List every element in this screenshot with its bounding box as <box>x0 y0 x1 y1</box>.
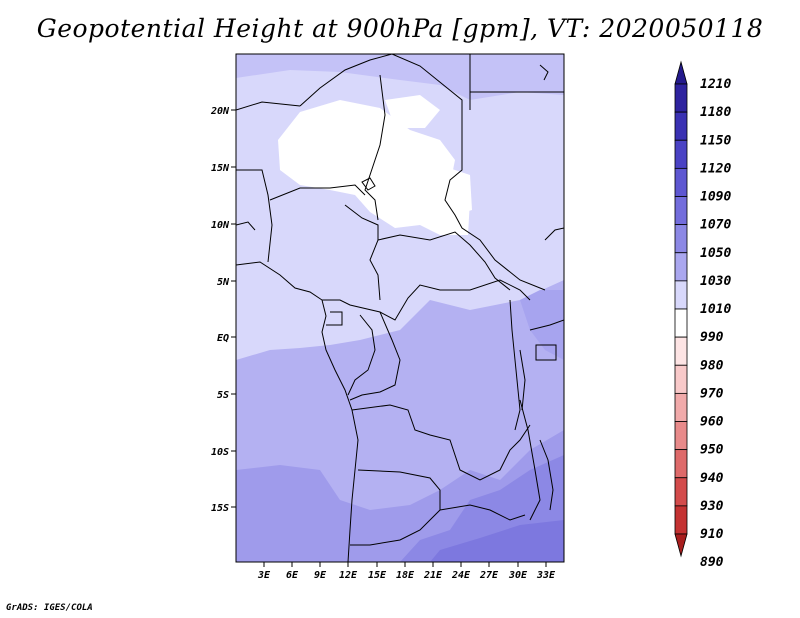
colorbar-cells <box>674 60 688 558</box>
colorbar-cell <box>674 336 688 366</box>
colorbar-label: 1050 <box>700 246 731 261</box>
lat-label: 5N <box>217 277 230 288</box>
west-coastline <box>236 261 359 562</box>
colorbar-label: 950 <box>700 443 724 458</box>
colorbar-label: 930 <box>700 499 724 514</box>
colorbar-cell <box>674 252 688 282</box>
colorbar-label: 1010 <box>700 302 731 317</box>
lake-chad <box>361 177 376 191</box>
field-below-1010-north <box>385 95 440 128</box>
border-gabon-congo <box>347 314 376 396</box>
colorbar-cell <box>674 83 688 113</box>
colorbar-cell <box>674 196 688 226</box>
border-car-south <box>377 231 511 291</box>
lake-malawi <box>539 439 554 511</box>
lat-label: 10N <box>211 220 230 231</box>
lon-label: 9E <box>314 570 327 581</box>
colorbar-cell <box>674 505 688 535</box>
colorbar-cell <box>674 364 688 394</box>
border-niger-chad <box>364 74 386 221</box>
border-zambia-zimbabwe <box>439 504 526 521</box>
lake-victoria <box>535 344 557 361</box>
border-nigeria-west <box>236 169 273 263</box>
lat-label: 10S <box>211 447 229 458</box>
border-tanzania-malawi <box>519 399 541 521</box>
colorbar-cell <box>674 139 688 169</box>
colorbar-label: 910 <box>700 527 724 542</box>
lat-label: 15N <box>211 163 230 174</box>
border-niger-south <box>269 184 366 201</box>
border-rc-drc <box>349 311 401 401</box>
colorbar-label: 990 <box>700 330 724 345</box>
coastlines-borders <box>236 54 564 562</box>
field-north-band <box>236 54 564 100</box>
colorbar-cell <box>674 533 688 558</box>
field-below-1010-sudan <box>440 165 472 215</box>
lon-label: 18E <box>396 570 415 581</box>
colorbar-label: 1210 <box>700 77 731 92</box>
lon-label: 24E <box>451 570 471 581</box>
lat-label: 20N <box>210 106 230 117</box>
colorbar-label: 980 <box>700 358 724 373</box>
latitude-axis: 20N 15N 10N 5N EQ 5S 10S 15S <box>210 106 236 514</box>
border-uganda-kenya <box>529 319 564 331</box>
colorbar-label: 890 <box>700 555 724 570</box>
colorbar-label: 1180 <box>700 105 731 120</box>
border-mali-niger <box>236 101 301 111</box>
colorbar-cell <box>674 308 688 338</box>
border-ethiopia <box>544 227 564 241</box>
field-east-highlands <box>520 290 564 360</box>
lon-label: 6E <box>286 570 299 581</box>
colorbar-cell <box>674 421 688 451</box>
map-frame <box>235 53 565 563</box>
border-east-lakes <box>509 299 521 431</box>
colorbar-label: 1070 <box>700 218 731 233</box>
colorbar-label: 1090 <box>700 190 731 205</box>
colorbar-cell <box>674 224 688 254</box>
longitude-axis: 3E 6E 9E 12E 15E 18E 21E 24E 27E 30E 33E <box>257 562 556 581</box>
colorbar-labels: 1210 1180 1150 1120 1090 1070 1050 1030 … <box>700 77 731 570</box>
field-1090-se <box>430 520 564 562</box>
field-below-1010-chad <box>278 100 470 235</box>
colorbar-label: 940 <box>700 471 724 486</box>
border-eq-guinea <box>326 311 343 326</box>
colorbar-label: 1030 <box>700 274 731 289</box>
colorbar-cell <box>674 111 688 141</box>
lat-label: 15S <box>211 503 229 514</box>
colorbar-cell <box>674 449 688 479</box>
lon-label: 33E <box>536 570 556 581</box>
lon-label: 27E <box>479 570 499 581</box>
lake-tanganyika <box>519 349 526 411</box>
coast-sinai <box>539 64 549 81</box>
grads-credit: GrADS: IGES/COLA <box>6 603 93 613</box>
height-field <box>236 54 564 562</box>
lon-label: 21E <box>423 570 443 581</box>
colorbar-label: 970 <box>700 386 724 401</box>
lon-label: 3E <box>257 570 271 581</box>
lat-label: EQ <box>217 333 229 344</box>
border-angola-drc <box>351 404 531 481</box>
lat-label: 5S <box>217 390 229 401</box>
colorbar-cell <box>674 392 688 422</box>
colorbar-cell <box>674 477 688 507</box>
colorbar-cell <box>674 167 688 197</box>
colorbar-label: 960 <box>700 415 724 430</box>
border-algeria-niger <box>299 54 393 107</box>
colorbar-cell <box>674 60 688 85</box>
colorbar-label: 1120 <box>700 161 731 176</box>
colorbar: 1210 1180 1150 1120 1090 1070 1050 1030 … <box>674 60 731 570</box>
border-libya-chad <box>391 54 463 112</box>
lon-label: 12E <box>339 570 358 581</box>
map-title: Geopotential Height at 900hPa [gpm], VT:… <box>36 14 764 43</box>
lon-label: 15E <box>368 570 387 581</box>
colorbar-cell <box>674 280 688 310</box>
lon-label: 30E <box>508 570 528 581</box>
colorbar-label: 1150 <box>700 133 731 148</box>
border-sudan <box>444 112 546 291</box>
border-congo <box>322 279 531 321</box>
border-benin <box>236 221 256 231</box>
